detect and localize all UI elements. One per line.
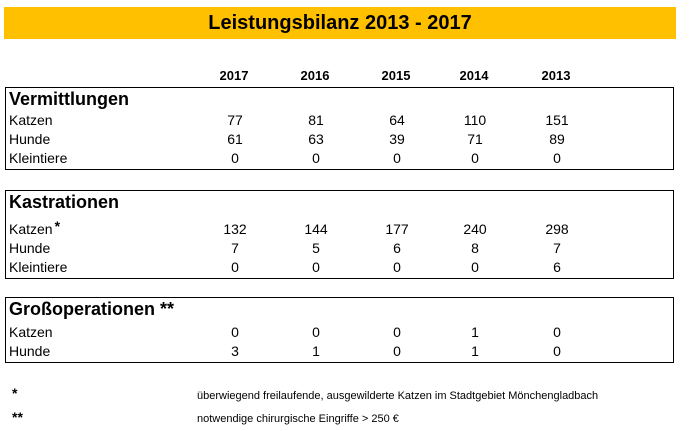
year-header-row: 2017 2016 2015 2014 2013 xyxy=(0,68,700,86)
table-cell: 63 xyxy=(308,131,324,147)
footnote-text: überwiegend freilaufende, ausgewilderte … xyxy=(197,390,599,402)
year-header-2015: 2015 xyxy=(381,68,411,83)
table-cell: 151 xyxy=(545,112,569,128)
table-cell: 3 xyxy=(231,343,239,359)
row-label: Katzen xyxy=(9,112,53,128)
table-cell: 298 xyxy=(545,221,569,237)
table-row: Katzen * 132 144 177 240 298 xyxy=(6,218,673,239)
table-cell: 0 xyxy=(231,324,239,340)
section-title: Großoperationen ** xyxy=(9,299,175,319)
table-row: Katzen 77 81 64 110 151 xyxy=(6,111,673,130)
table-cell: 0 xyxy=(312,259,320,275)
row-label: Katzen xyxy=(9,324,53,340)
footnote-mark: ** xyxy=(12,409,23,425)
table-cell: 7 xyxy=(231,240,239,256)
table-cell: 0 xyxy=(393,324,401,340)
table-cell: 8 xyxy=(471,240,479,256)
section-vermittlungen: Vermittlungen Katzen 77 81 64 110 151 Hu… xyxy=(5,87,674,170)
table-cell: 0 xyxy=(393,259,401,275)
table-row: Hunde 7 5 6 8 7 xyxy=(6,239,673,258)
table-cell: 39 xyxy=(389,131,405,147)
year-header-2016: 2016 xyxy=(300,68,330,83)
table-cell: 0 xyxy=(231,259,239,275)
table-cell: 110 xyxy=(463,112,487,128)
row-label: Hunde xyxy=(9,131,51,147)
table-cell: 5 xyxy=(312,240,320,256)
row-label: Kleintiere xyxy=(9,150,68,166)
year-header-2014: 2014 xyxy=(459,68,489,83)
table-row: Katzen 0 0 0 1 0 xyxy=(6,323,673,342)
table-cell: 144 xyxy=(304,221,328,237)
row-label: Hunde xyxy=(9,343,51,359)
table-row: Hunde 61 63 39 71 89 xyxy=(6,130,673,149)
table-cell: 0 xyxy=(471,259,479,275)
table-row: Kleintiere 0 0 0 0 0 xyxy=(6,149,673,168)
table-cell: 6 xyxy=(393,240,401,256)
table-cell: 0 xyxy=(553,343,561,359)
table-row: Kleintiere 0 0 0 0 6 xyxy=(6,258,673,277)
table-cell: 240 xyxy=(463,221,487,237)
table-cell: 1 xyxy=(312,343,320,359)
table-cell: 0 xyxy=(553,150,561,166)
table-row: Hunde 3 1 0 1 0 xyxy=(6,342,673,361)
table-cell: 0 xyxy=(471,150,479,166)
table-cell: 0 xyxy=(393,150,401,166)
table-cell: 81 xyxy=(308,112,324,128)
table-cell: 132 xyxy=(223,221,247,237)
table-cell: 0 xyxy=(312,150,320,166)
table-cell: 77 xyxy=(227,112,243,128)
table-cell: 1 xyxy=(471,324,479,340)
row-label: Kleintiere xyxy=(9,259,68,275)
page-title: Leistungsbilanz 2013 - 2017 xyxy=(4,7,676,39)
table-cell: 1 xyxy=(471,343,479,359)
footnote-reference: * xyxy=(54,218,61,234)
section-kastrationen: Kastrationen Katzen * 132 144 177 240 298… xyxy=(5,190,674,279)
section-title: Vermittlungen xyxy=(9,89,130,109)
footnote-mark: * xyxy=(12,385,18,401)
table-cell: 89 xyxy=(549,131,565,147)
table-cell: 177 xyxy=(385,221,409,237)
year-header-2013: 2013 xyxy=(541,68,571,83)
table-cell: 0 xyxy=(231,150,239,166)
table-cell: 6 xyxy=(553,259,561,275)
row-label-text: Katzen xyxy=(9,221,53,237)
table-cell: 0 xyxy=(393,343,401,359)
table-cell: 64 xyxy=(389,112,405,128)
table-cell: 7 xyxy=(553,240,561,256)
row-label: Hunde xyxy=(9,240,51,256)
table-cell: 71 xyxy=(467,131,483,147)
section-title: Kastrationen xyxy=(9,192,120,212)
year-header-2017: 2017 xyxy=(219,68,249,83)
table-cell: 0 xyxy=(553,324,561,340)
footnote-text: notwendige chirurgische Eingriffe > 250 … xyxy=(197,413,399,425)
section-grossoperationen: Großoperationen ** Katzen 0 0 0 1 0 Hund… xyxy=(5,297,674,363)
row-label: Katzen * xyxy=(9,218,61,239)
table-cell: 61 xyxy=(227,131,243,147)
table-cell: 0 xyxy=(312,324,320,340)
